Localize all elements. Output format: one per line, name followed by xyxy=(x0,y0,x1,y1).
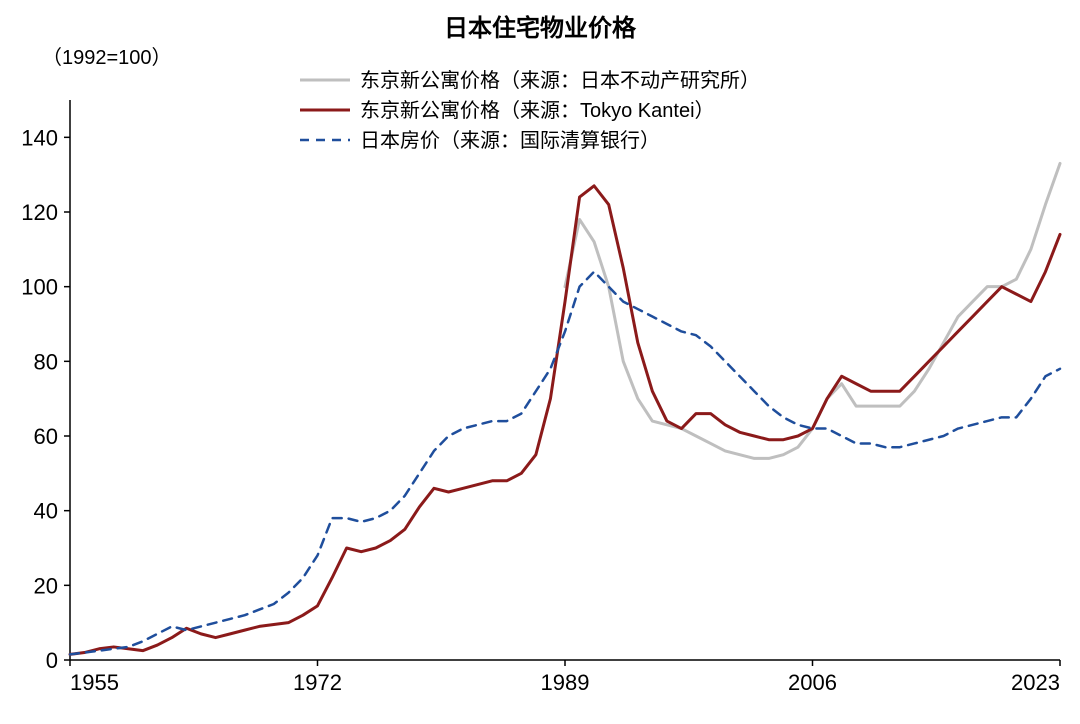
legend-label: 东京新公寓价格（来源：日本不动产研究所） xyxy=(360,69,760,92)
y-tick-label: 20 xyxy=(34,573,58,598)
y-tick-label: 80 xyxy=(34,349,58,374)
y-axis-unit-label: （1992=100） xyxy=(42,46,172,69)
x-tick-label: 1972 xyxy=(293,670,342,695)
legend-label: 东京新公寓价格（来源：Tokyo Kantei） xyxy=(360,99,715,122)
y-tick-label: 100 xyxy=(21,275,58,300)
y-tick-label: 140 xyxy=(21,125,58,150)
x-tick-label: 2006 xyxy=(788,670,837,695)
y-tick-label: 40 xyxy=(34,499,58,524)
line-chart: 日本住宅物业价格 （1992=100） 0 20 40 60 80 100 120 140 1955… xyxy=(0,0,1080,724)
chart-title: 日本住宅物业价格 xyxy=(444,14,637,42)
x-tick-label: 1989 xyxy=(541,670,590,695)
chart-container: 日本住宅物业价格 （1992=100） 0 20 40 60 80 100 120 140 1955… xyxy=(0,0,1080,724)
y-tick-label: 0 xyxy=(46,648,58,673)
legend-label: 日本房价（来源：国际清算银行） xyxy=(360,129,660,152)
y-tick-label: 120 xyxy=(21,200,58,225)
y-tick-label: 60 xyxy=(34,424,58,449)
x-tick-label: 2023 xyxy=(1011,670,1060,695)
x-tick-label: 1955 xyxy=(70,670,119,695)
